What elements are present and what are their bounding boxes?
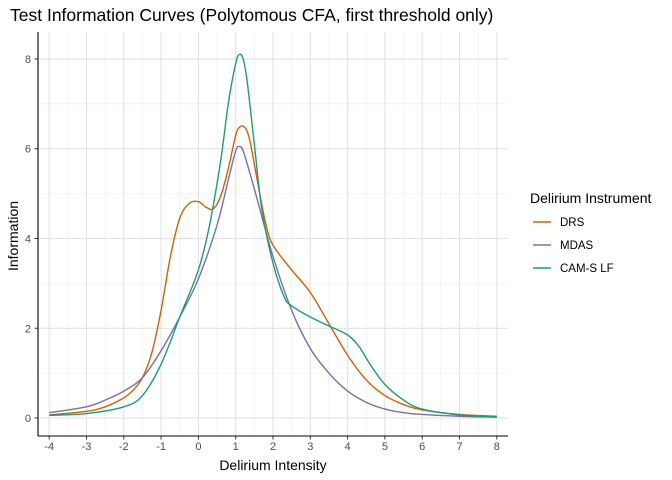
legend-items: DRS MDAS CAM-S LF — [533, 217, 614, 275]
x-tick-label: 7 — [456, 441, 462, 453]
chart-title: Test Information Curves (Polytomous CFA,… — [10, 5, 493, 25]
x-tick-label: 0 — [195, 441, 201, 453]
y-tick-label: 2 — [25, 323, 31, 335]
y-tick-label: 4 — [25, 233, 31, 245]
grid-major — [38, 32, 508, 436]
x-axis-title: Delirium Intensity — [219, 457, 326, 473]
x-tick-label: -2 — [119, 441, 129, 453]
series-line-mdas — [49, 145, 497, 418]
x-tick-label: 8 — [494, 441, 500, 453]
y-axis-ticks: 0 2 4 6 8 — [25, 54, 38, 425]
x-tick-label: 4 — [345, 441, 351, 453]
series-line-cam-s-lf — [49, 53, 497, 418]
y-axis-title: Information — [5, 201, 21, 271]
x-tick-label: 5 — [382, 441, 388, 453]
y-tick-label: 0 — [25, 413, 31, 425]
x-tick-label: 1 — [233, 441, 239, 453]
legend-label-mdas: MDAS — [560, 240, 594, 252]
series-layer — [49, 53, 497, 418]
series-line-drs — [49, 125, 497, 417]
x-tick-label: 3 — [307, 441, 313, 453]
legend-label-drs: DRS — [560, 217, 585, 229]
x-tick-label: -3 — [82, 441, 92, 453]
legend-title: Delirium Instrument — [530, 190, 651, 206]
x-axis-ticks: -4 -3 -2 -1 0 1 2 3 4 5 6 7 8 — [44, 436, 500, 453]
x-tick-label: 2 — [270, 441, 276, 453]
x-tick-label: -1 — [156, 441, 166, 453]
y-tick-label: 8 — [25, 54, 31, 66]
legend-label-cam-s-lf: CAM-S LF — [560, 263, 614, 275]
legend: Delirium Instrument DRS MDAS CAM-S LF — [530, 190, 651, 275]
y-tick-label: 6 — [25, 144, 31, 156]
x-tick-label: -4 — [44, 441, 54, 453]
x-tick-label: 6 — [419, 441, 425, 453]
